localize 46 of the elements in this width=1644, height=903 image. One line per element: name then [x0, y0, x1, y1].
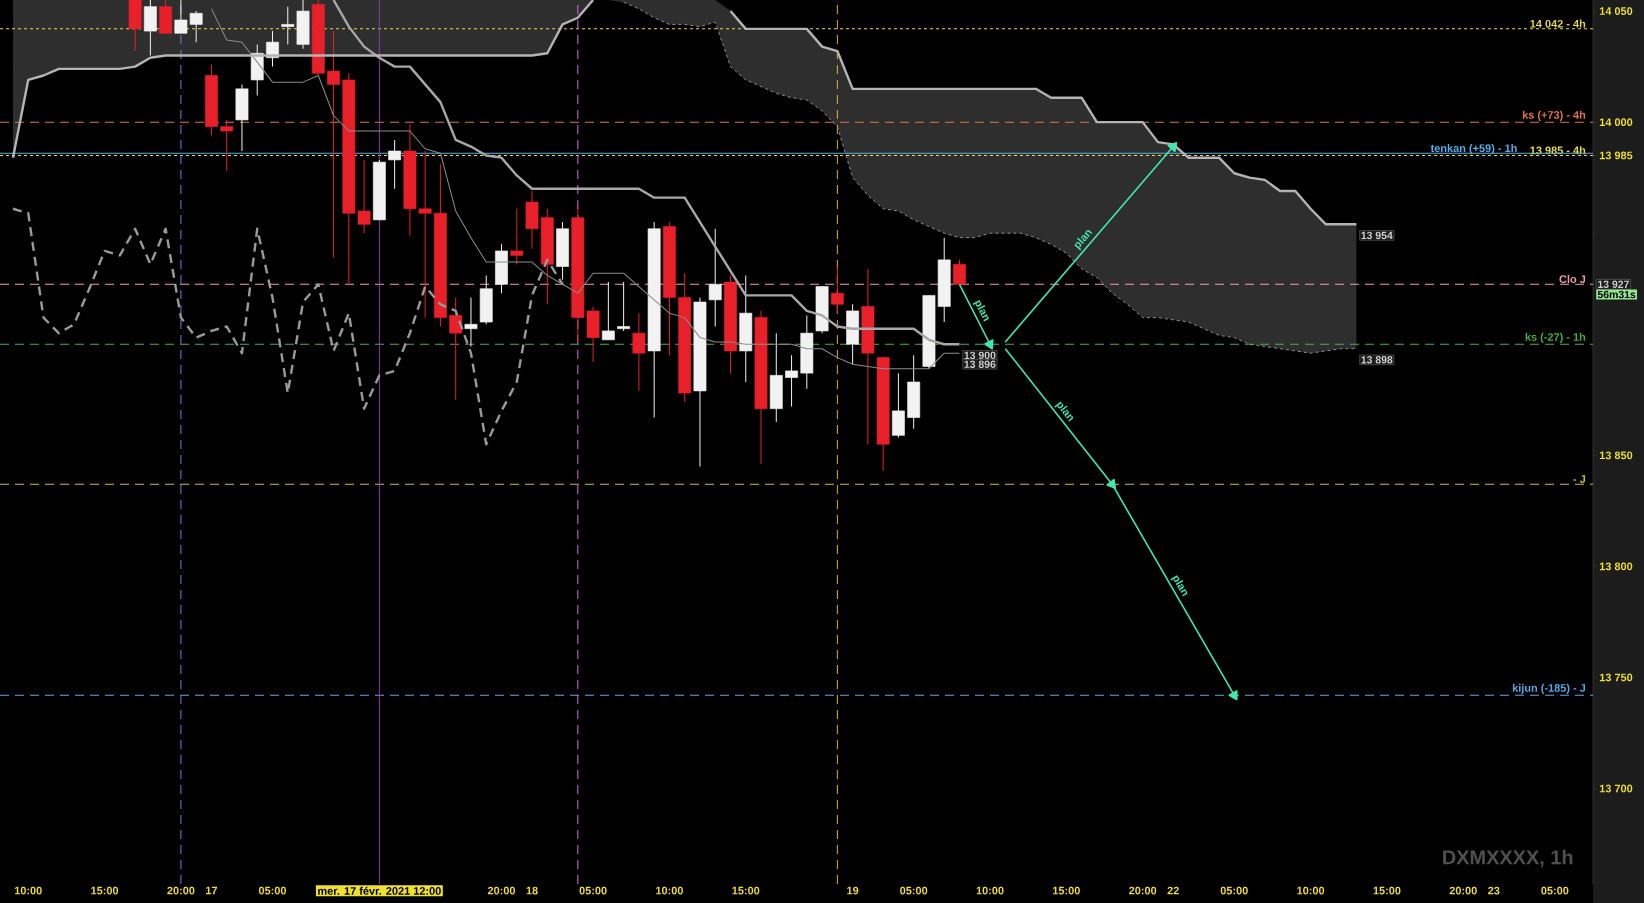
data-label: 13 896 — [964, 360, 996, 368]
text: plan — [972, 299, 989, 322]
y-tick-label: 13 700 — [1599, 784, 1633, 793]
y-tick-label: 14 000 — [1599, 118, 1633, 127]
x-tick-label: 10:00 — [656, 886, 683, 895]
ref-line-label: ks (+73) - 4h — [1522, 110, 1586, 121]
annotation: DXMXXXX, 1h — [1443, 849, 1573, 868]
x-tick-label: 05:00 — [900, 886, 928, 895]
y-tick-label: 13 750 — [1599, 673, 1633, 682]
data-label: 13 954 — [1361, 231, 1393, 240]
ref-line-label: Clo J — [1559, 275, 1586, 284]
x-tick-label: 05:00 — [258, 886, 287, 895]
x-tick-label: 19 — [847, 886, 859, 895]
ref-line-label: - J — [1573, 475, 1586, 483]
x-tick-label: 15:00 — [732, 886, 760, 895]
x-tick-label: 15:00 — [91, 886, 119, 895]
y-tick-label: 13 800 — [1599, 562, 1633, 571]
x-tick-label: 20:00 — [487, 886, 516, 895]
data-label: 13 900 — [964, 351, 996, 360]
x-tick-label: 20:00 — [1129, 886, 1157, 895]
x-tick-label: 10:00 — [1297, 886, 1325, 895]
x-tick-label: 15:00 — [1373, 886, 1401, 895]
y-tick-label: 13 850 — [1599, 451, 1633, 460]
ref-line-label: kijun (-185) - J — [1512, 683, 1586, 694]
x-tick-label: 05:00 — [1220, 886, 1248, 895]
x-tick-label: 20:00 — [167, 886, 195, 895]
ref-line-label: 14 042 - 4h — [1530, 19, 1586, 28]
x-tick-label: 05:00 — [1541, 886, 1569, 895]
ref-line-label: 13 985 - 4h — [1530, 146, 1586, 155]
x-tick-label: 17 — [206, 886, 218, 895]
text: 13 927 — [1598, 280, 1629, 289]
ref-line-label: ks (-27) - 1h — [1525, 332, 1586, 344]
y-tick-label: 14 050 — [1599, 7, 1633, 15]
x-tick-label: 10:00 — [976, 886, 1004, 895]
x-tick-label: 20:00 — [1449, 886, 1477, 895]
x-tick-label: mer. 17 févr. 2021 12:00 — [318, 886, 441, 895]
text: 56m31s — [1597, 290, 1636, 299]
x-tick-label: 18 — [526, 886, 538, 895]
x-tick-label: 15:00 — [1053, 886, 1080, 895]
y-tick-label: 13 985 — [1599, 151, 1633, 160]
x-tick-label: 05:00 — [579, 886, 607, 895]
x-tick-label: 22 — [1167, 886, 1179, 895]
x-tick-label: 10:00 — [14, 886, 42, 895]
data-label: 13 898 — [1361, 356, 1393, 364]
x-tick-label: 23 — [1488, 886, 1500, 895]
ref-line-label: tenkan (+59) - 1h — [1430, 144, 1517, 155]
